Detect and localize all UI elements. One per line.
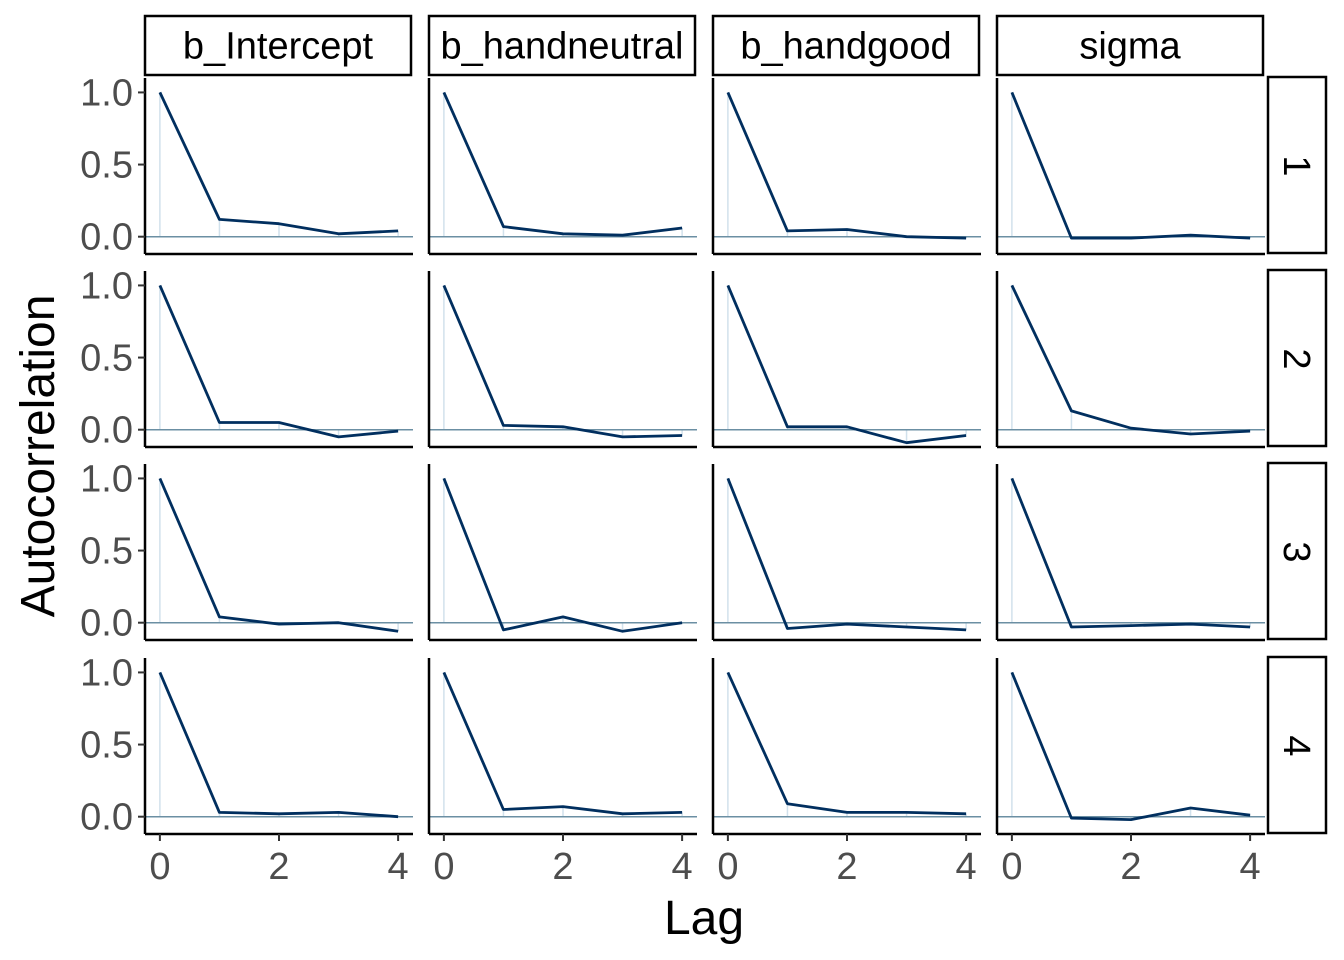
y-tick-label: 0.0 <box>80 797 133 839</box>
panel-b_handneutral-4 <box>429 671 697 818</box>
acf-series-line <box>442 671 683 816</box>
x-tick-label: 2 <box>1120 846 1141 888</box>
panel-b_handgood-3 <box>713 477 981 632</box>
acf-series-line <box>158 477 399 633</box>
acf-series-line <box>158 284 399 439</box>
row-strip-3 <box>1266 461 1328 641</box>
acf-series-line <box>726 284 967 445</box>
panel-b_handgood-2 <box>713 284 981 445</box>
y-tick-label: 1.0 <box>80 72 133 114</box>
y-tick-label: 0.5 <box>80 531 133 573</box>
panel-sigma-4 <box>997 671 1265 821</box>
y-tick-label: 0.0 <box>80 217 133 259</box>
acf-series-line <box>158 671 399 819</box>
row-strip-4 <box>1266 655 1328 835</box>
panel-b_handgood-1 <box>713 91 981 240</box>
acf-series-line <box>726 477 967 632</box>
panel-b_Intercept-4 <box>145 671 413 819</box>
panel-sigma-2 <box>997 284 1265 436</box>
acf-series-line <box>726 91 967 240</box>
x-tick-label: 2 <box>552 846 573 888</box>
acf-series-line <box>158 91 399 236</box>
x-axis-title: Lag <box>664 892 744 945</box>
column-strip-sigma <box>995 14 1265 77</box>
x-tick-label: 0 <box>717 846 738 888</box>
y-tick-label: 0.5 <box>80 145 133 187</box>
panel-b_handneutral-2 <box>429 284 697 439</box>
column-strip-label: b_Intercept <box>183 26 374 68</box>
column-strip-b_handgood <box>711 14 981 77</box>
row-strip-label: 2 <box>1275 348 1317 369</box>
acf-series-line <box>1010 477 1251 629</box>
x-tick-label: 4 <box>956 846 977 888</box>
x-tick-label: 0 <box>149 846 170 888</box>
acf-series-line <box>442 284 683 439</box>
x-tick-label: 4 <box>388 846 409 888</box>
x-tick-label: 0 <box>1001 846 1022 888</box>
column-strip-label: b_handneutral <box>441 26 684 68</box>
panel-b_Intercept-1 <box>145 91 413 238</box>
x-tick-label: 2 <box>836 846 857 888</box>
panel-b_Intercept-2 <box>145 284 413 439</box>
column-strip-b_Intercept <box>143 14 413 77</box>
panel-b_handgood-4 <box>713 671 981 818</box>
x-tick-label: 4 <box>1240 846 1261 888</box>
column-strips: b_Intercept b_handneutral b_handgood sigma <box>143 14 1265 77</box>
panel-sigma-3 <box>997 477 1265 629</box>
y-tick-label: 1.0 <box>80 458 133 500</box>
row-strip-label: 3 <box>1275 541 1317 562</box>
panel-b_handneutral-1 <box>429 91 697 238</box>
column-strip-b_handneutral <box>427 14 697 77</box>
acf-series-line <box>442 477 683 633</box>
y-tick-label: 0.5 <box>80 338 133 380</box>
panel-b_handneutral-3 <box>429 477 697 633</box>
axes: 0.00.51.00.00.51.00.00.51.00.00.51.00 2 4 0… <box>80 72 1265 888</box>
row-strips: 1 2 3 4 <box>1266 75 1328 835</box>
acf-series-line <box>1010 284 1251 436</box>
y-tick-label: 1.0 <box>80 652 133 694</box>
acf-series-line <box>1010 671 1251 821</box>
acf-series-line <box>726 671 967 816</box>
y-tick-label: 1.0 <box>80 265 133 307</box>
x-tick-label: 0 <box>433 846 454 888</box>
x-tick-label: 2 <box>268 846 289 888</box>
acf-series-line <box>1010 91 1251 240</box>
panels <box>145 91 1265 821</box>
y-tick-label: 0.5 <box>80 725 133 767</box>
y-tick-label: 0.0 <box>80 410 133 452</box>
panel-b_Intercept-3 <box>145 477 413 633</box>
column-strip-label: sigma <box>1079 26 1181 68</box>
acf-series-line <box>442 91 683 237</box>
y-axis-title: Autocorrelation <box>12 295 65 618</box>
column-strip-label: b_handgood <box>740 26 951 68</box>
row-strip-1 <box>1266 75 1328 255</box>
row-strip-2 <box>1266 268 1328 448</box>
x-tick-label: 4 <box>672 846 693 888</box>
y-tick-label: 0.0 <box>80 603 133 645</box>
row-strip-label: 1 <box>1275 155 1317 176</box>
row-strip-label: 4 <box>1275 735 1317 756</box>
panel-sigma-1 <box>997 91 1265 240</box>
